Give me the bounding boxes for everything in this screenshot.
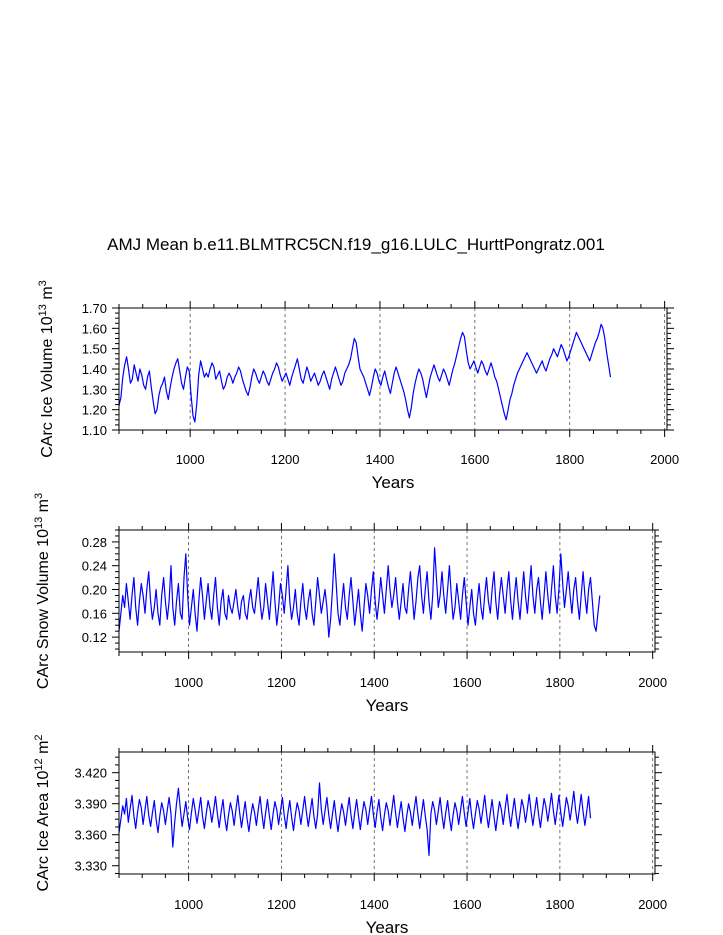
y-tick-label: 1.50 <box>82 342 107 357</box>
y-tick-label: 1.20 <box>82 403 107 418</box>
y-tick-label: 3.390 <box>74 797 107 812</box>
plot-frame <box>118 307 668 431</box>
y-label-part: CArc Ice Volume 10 <box>39 316 56 458</box>
y-tick-label: 3.360 <box>74 828 107 843</box>
y-label-superscript: 2 <box>33 734 45 740</box>
chart-panel-ice-volume: 1000 1200 1400 1600 1800 2000 1.10 1.20 1.30 1.40… <box>37 280 679 492</box>
y-label-part: CArc Ice Area 10 <box>35 771 52 892</box>
plot-frame <box>118 529 656 653</box>
x-tick-label: 1000 <box>174 897 203 912</box>
y-tick-label: 1.40 <box>82 362 107 377</box>
series-line-ice-volume <box>118 323 612 423</box>
y-tick-label: 0.28 <box>82 535 107 550</box>
x-tick-label: 1600 <box>453 897 482 912</box>
y-tick-label: 0.16 <box>82 606 107 621</box>
x-tick-label: 1800 <box>545 897 574 912</box>
y-label-superscript: 13 <box>37 304 49 316</box>
y-label-superscript: 13 <box>33 517 45 529</box>
series-line-snow-volume <box>118 547 601 638</box>
x-tick-label: 2000 <box>650 452 679 467</box>
y-label-part: CArc Snow Volume 10 <box>35 529 52 689</box>
x-tick-label: 1000 <box>174 675 203 690</box>
series-line-ice-area <box>118 782 592 857</box>
x-tick-label: 2000 <box>638 675 667 690</box>
y-axis-label: CArc Snow Volume 1013 m3 <box>33 493 52 689</box>
x-tick-label: 1400 <box>360 675 389 690</box>
x-tick-label: 1200 <box>267 675 296 690</box>
y-tick-label: 0.12 <box>82 630 107 645</box>
x-axis-label: Years <box>366 696 409 715</box>
x-tick-label: 2000 <box>638 897 667 912</box>
y-label-superscript: 12 <box>33 758 45 770</box>
y-axis-label: CArc Ice Volume 1013 m3 <box>37 280 56 458</box>
x-tick-label: 1400 <box>360 897 389 912</box>
y-tick-label: 1.60 <box>82 321 107 336</box>
x-tick-label: 1600 <box>453 675 482 690</box>
y-label-part: m <box>35 499 52 517</box>
y-label-part: m <box>39 286 56 304</box>
x-axis-label: Years <box>372 473 415 492</box>
plot-frame <box>118 751 656 875</box>
chart-panel-snow-volume: 1000 1200 1400 1600 1800 2000 0.12 0.16 0.20 0.24… <box>33 493 667 715</box>
x-tick-label: 1000 <box>176 452 205 467</box>
y-tick-label: 3.420 <box>74 766 107 781</box>
x-tick-label: 1200 <box>267 897 296 912</box>
y-tick-label: 1.70 <box>82 301 107 316</box>
y-tick-label: 1.30 <box>82 382 107 397</box>
x-axis-label: Years <box>366 918 409 935</box>
y-tick-label: 0.24 <box>82 559 107 574</box>
y-tick-label: 3.330 <box>74 859 107 874</box>
y-tick-label: 0.20 <box>82 583 107 598</box>
y-label-superscript: 3 <box>37 280 49 286</box>
x-tick-label: 1600 <box>460 452 489 467</box>
y-label-superscript: 3 <box>33 493 45 499</box>
y-label-part: m <box>35 741 52 759</box>
figure-title: AMJ Mean b.e11.BLMTRC5CN.f19_g16.LULC_Hu… <box>107 235 605 254</box>
chart-panel-ice-area: 1000 1200 1400 1600 1800 2000 3.330 3.360 3.390 3… <box>33 734 667 935</box>
x-tick-label: 1400 <box>365 452 394 467</box>
y-axis-label: CArc Ice Area 1012 m2 <box>33 734 52 891</box>
x-tick-label: 1200 <box>271 452 300 467</box>
y-tick-label: 1.10 <box>82 423 107 438</box>
x-tick-label: 1800 <box>545 675 574 690</box>
x-tick-label: 1800 <box>555 452 584 467</box>
